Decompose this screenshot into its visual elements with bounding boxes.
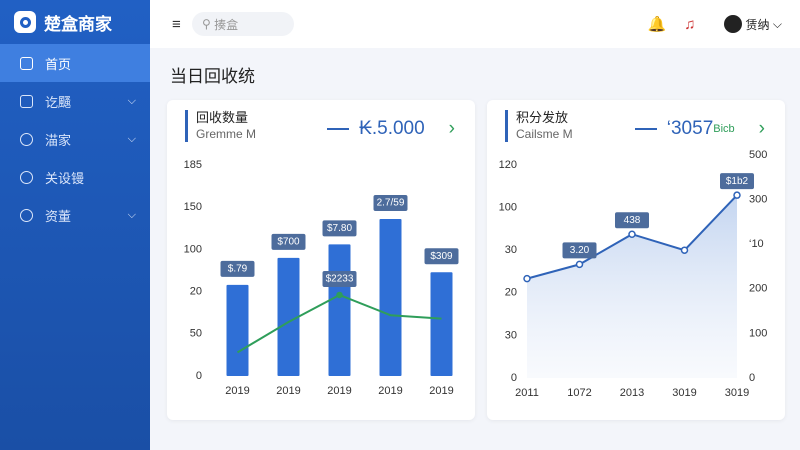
x-tick-label: 2019 <box>225 385 249 397</box>
x-tick-label: 2019 <box>276 385 300 397</box>
card-title: 回收数量 Gremme M <box>185 110 256 142</box>
bar <box>226 284 249 376</box>
point <box>628 230 636 238</box>
y2-tick-label: 300 <box>749 194 767 206</box>
y2-tick-label: 200 <box>749 283 767 295</box>
point <box>575 260 584 269</box>
label-box <box>322 270 357 287</box>
annotation: 3.20 <box>570 245 590 256</box>
label-box <box>562 242 597 259</box>
point <box>733 191 741 199</box>
menu-toggle[interactable]: ≡ <box>172 15 181 33</box>
x-tick-label: 2019 <box>327 385 351 397</box>
y-tick-label: 100 <box>499 202 517 214</box>
card: 积分发放 Cailsme M ‘3057 Bicb › 0 30 20 30 100 120 0 1… <box>487 100 785 420</box>
header: ≡ ⚲ 揍盒 🔔 ♫ 赁纳 ⌵ <box>150 0 800 48</box>
y-tick-label: 30 <box>505 244 517 256</box>
label-box <box>220 260 255 277</box>
bar <box>430 272 453 376</box>
sidebar: 楚盒商家 首页 讫颾 ⌵ 渵家 ⌵ 关设镘 资董 ⌵ <box>0 0 150 450</box>
bar <box>328 244 351 376</box>
menu-item[interactable]: 关设镘 <box>0 158 150 196</box>
chart: 0 50 20 100 150 185 2019 2019 2019 2019 2019 $.79 $7… <box>184 159 459 397</box>
y2-tick-label: 500 <box>749 149 767 161</box>
point <box>523 274 531 283</box>
menu-item[interactable]: 资董 ⌵ <box>0 196 150 234</box>
area <box>527 195 737 378</box>
y-tick-label: 30 <box>505 329 517 341</box>
y-tick-label: 20 <box>505 287 517 299</box>
x-tick-label: 2011 <box>515 387 539 399</box>
menu-item[interactable]: 讫颾 ⌵ <box>0 82 150 120</box>
bar <box>277 257 300 376</box>
annotation: $700 <box>277 236 300 247</box>
annotation: $.79 <box>228 263 248 274</box>
y2-tick-label: 100 <box>749 327 767 339</box>
y2-tick-label: ‘10 <box>749 238 764 250</box>
label-box <box>615 212 649 229</box>
menu-label: 首页 <box>45 56 72 72</box>
page-title: 当日回收统 <box>170 67 255 86</box>
y-tick-label: 150 <box>184 201 202 213</box>
card-value: ₭.5.000 › <box>327 118 455 140</box>
y-tick-label: 50 <box>190 328 202 340</box>
x-tick-label: 2019 <box>378 385 402 397</box>
annotation: $2233 <box>326 274 354 285</box>
x-tick-label: 3019 <box>672 387 696 399</box>
search[interactable]: ⚲ 揍盒 <box>192 12 294 36</box>
card-title: 积分发放 Cailsme M <box>505 110 573 142</box>
menu-item[interactable]: 渵家 ⌵ <box>0 120 150 158</box>
annotation: 2.7/59 <box>377 198 405 209</box>
x-tick-label: 2013 <box>620 387 644 399</box>
menu-label: 渵家 <box>45 132 72 148</box>
x-tick-label: 2019 <box>429 385 453 397</box>
chart: 0 30 20 30 100 120 0 100 200 ‘10 300 500 2011 1072 201… <box>499 149 768 399</box>
title: 回收数量 <box>196 110 249 125</box>
y-tick-label: 0 <box>511 372 517 384</box>
menu-label: 资董 <box>45 208 72 224</box>
annotation: 438 <box>624 215 641 226</box>
menu-item[interactable]: 首页 <box>0 44 150 82</box>
label-box <box>373 195 408 212</box>
label-box <box>322 220 357 237</box>
brand: 楚盒商家 <box>0 0 150 44</box>
y2-tick-label: 0 <box>749 372 755 384</box>
y-tick-label: 0 <box>196 370 202 382</box>
y-tick-label: 185 <box>184 159 202 171</box>
user[interactable]: 🔔 ♫ 赁纳 ⌵ <box>647 15 782 33</box>
annotation: $309 <box>430 251 453 262</box>
point <box>680 246 689 254</box>
label-box <box>424 248 459 265</box>
annotation: $7.80 <box>327 223 352 234</box>
y-tick-label: 20 <box>190 286 202 298</box>
x-tick-label: 1072 <box>567 387 591 399</box>
card: 回收数量 Gremme M ₭.5.000 › 0 50 20 100 150 185 2019… <box>167 100 475 420</box>
value-suffix: Bicb <box>713 123 735 135</box>
bar <box>379 219 402 376</box>
x-tick-label: 3019 <box>725 387 749 399</box>
user-name: 赁纳 <box>745 17 770 32</box>
subtitle: Gremme M <box>196 127 256 141</box>
menu-label: 关设镘 <box>45 170 85 186</box>
brand-name: 楚盒商家 <box>44 14 112 34</box>
annotation: $1b2 <box>726 176 749 187</box>
subtitle: Cailsme M <box>516 127 573 141</box>
value: ‘3057 <box>666 118 714 139</box>
card-value: ‘3057 Bicb › <box>634 118 765 140</box>
search-placeholder: 揍盒 <box>214 17 239 32</box>
point <box>336 291 343 299</box>
title: 积分发放 <box>516 110 569 125</box>
menu-label: 讫颾 <box>45 94 72 110</box>
value: ₭.5.000 <box>359 118 425 139</box>
label-box <box>720 173 754 190</box>
y-tick-label: 120 <box>499 159 517 171</box>
label-box <box>271 233 306 250</box>
y-tick-label: 100 <box>184 243 202 255</box>
